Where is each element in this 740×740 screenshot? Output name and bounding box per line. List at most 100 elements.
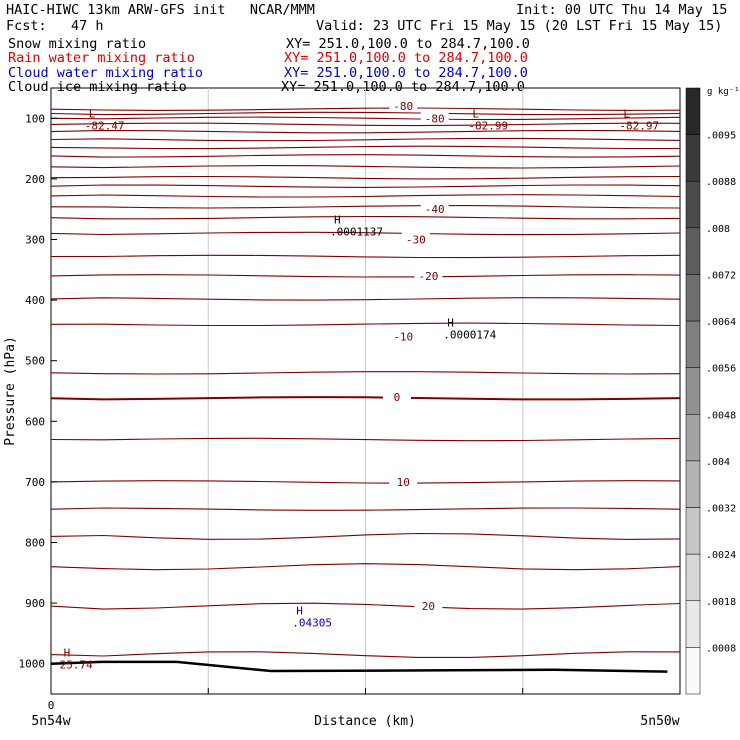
colorbar-label-11: .0008 xyxy=(706,643,736,654)
colorbar-swatch-11 xyxy=(685,600,701,648)
colorbar-label-7: .004 xyxy=(706,457,730,468)
contour-line-17 xyxy=(50,297,681,301)
field-xy-snow: XY= 251.0,100.0 to 284.7,100.0 xyxy=(286,36,530,52)
contour-label-6: 0 xyxy=(394,391,401,404)
extremum-marker-4: H xyxy=(447,316,454,329)
contour-line-7 xyxy=(50,154,681,158)
x-end-label-right: 5n50w xyxy=(640,714,679,729)
colorbar-label-8: .0032 xyxy=(706,504,736,515)
contour-line-13 xyxy=(50,215,681,220)
field-name-cloud-water: Cloud water mixing ratio xyxy=(8,65,204,81)
forecast-hour: Fcst: 47 h xyxy=(6,18,104,34)
colorbar-swatch-8 xyxy=(685,460,701,508)
colorbar-swatch-4 xyxy=(685,274,701,322)
colorbar-label-5: .0056 xyxy=(706,364,736,375)
colorbar-label-10: .0018 xyxy=(706,597,736,608)
extremum-value-4: .0000174 xyxy=(443,328,496,341)
contour-line-15 xyxy=(51,254,681,259)
colorbar-swatch-5 xyxy=(685,320,701,368)
x-end-label-left: 5n54w xyxy=(31,714,70,729)
contour-line-12 xyxy=(50,205,681,209)
colorbar-swatch-6 xyxy=(685,367,701,415)
colorbar-swatch-12 xyxy=(685,647,701,695)
field-name-rain: Rain water mixing ratio xyxy=(8,50,195,66)
extremum-marker-3: H xyxy=(334,213,341,226)
contour-line-16 xyxy=(50,274,681,278)
contour-label-5: -10 xyxy=(393,330,413,343)
contour-line-3 xyxy=(50,122,681,127)
contour-line-14 xyxy=(50,231,681,236)
y-axis-label: Pressure (hPa) xyxy=(3,336,18,446)
colorbar-swatch-10 xyxy=(685,553,701,602)
contour-label-bg-3 xyxy=(401,232,430,245)
field-name-snow: Snow mixing ratio xyxy=(8,36,147,52)
contour-line-26 xyxy=(50,602,681,610)
contour-label-1: -80 xyxy=(425,112,445,125)
contour-label-bg-2 xyxy=(420,202,449,215)
extremum-marker-0: L xyxy=(89,107,96,120)
contour-label-bg-7 xyxy=(389,474,418,487)
contour-line-4 xyxy=(50,129,681,134)
field-name-cloud-ice: Cloud ice mixing ratio xyxy=(8,79,187,95)
extremum-value-2: -82.97 xyxy=(619,119,659,132)
contour-line-9 xyxy=(50,175,681,180)
extremum-value-0: -82.47 xyxy=(85,119,125,132)
extremum-marker-5: H xyxy=(296,604,303,617)
contour-line-22 xyxy=(50,480,681,484)
contour-line-19 xyxy=(50,371,681,375)
y-tick-label-7: 800 xyxy=(25,537,45,550)
terrain-line xyxy=(50,660,668,673)
colorbar-label-0: .0095 xyxy=(706,131,736,142)
contour-line-5 xyxy=(50,137,681,142)
init-time: Init: 00 UTC Thu 14 May 15 xyxy=(516,2,728,18)
field-xy-cloud-water: XY= 251.0,100.0 to 284.7,100.0 xyxy=(284,65,528,81)
extremum-value-3: .0001137 xyxy=(330,225,383,238)
contour-label-7: 10 xyxy=(397,476,410,489)
extremum-value-5: .04305 xyxy=(292,616,332,629)
colorbar-unit: g kg⁻¹ xyxy=(707,87,740,97)
y-tick-label-2: 300 xyxy=(25,234,45,247)
colorbar-label-2: .008 xyxy=(706,224,730,235)
contour-line-6 xyxy=(50,145,680,150)
x-axis-label: Distance (km) xyxy=(314,714,416,729)
colorbar-swatch-1 xyxy=(685,134,701,182)
contour-label-3: -30 xyxy=(406,234,426,247)
contour-line-0 xyxy=(50,107,681,111)
y-tick-label-1: 200 xyxy=(25,173,45,186)
contour-line-25 xyxy=(50,563,681,571)
title-left: HAIC-HIWC 13km ARW-GFS init NCAR/MMM xyxy=(6,2,315,18)
contour-label-bg-0 xyxy=(389,99,418,112)
field-xy-rain: XY= 251.0,100.0 to 284.7,100.0 xyxy=(284,50,528,66)
x-tick-label-0: 0 xyxy=(48,699,55,712)
contour-label-0: -80 xyxy=(393,100,413,113)
field-xy-cloud-ice: XY= 251.0,100.0 to 284.7,100.0 xyxy=(281,79,525,95)
extremum-marker-6: H xyxy=(64,647,71,660)
colorbar-swatch-9 xyxy=(685,507,701,555)
contour-line-24 xyxy=(50,532,681,540)
contour-label-4: -20 xyxy=(418,270,438,283)
contour-label-bg-1 xyxy=(420,111,449,124)
colorbar-label-1: .0088 xyxy=(706,177,736,188)
extremum-value-6: 25.74 xyxy=(60,659,93,672)
contour-label-8: 20 xyxy=(422,600,435,613)
contour-label-bg-6 xyxy=(382,390,411,403)
extremum-marker-2: L xyxy=(623,107,630,120)
colorbar-swatch-3 xyxy=(685,227,701,275)
y-tick-label-8: 900 xyxy=(25,597,45,610)
colorbar-label-6: .0048 xyxy=(706,410,736,421)
y-tick-label-9: 1000 xyxy=(19,658,46,671)
contour-line-11 xyxy=(50,194,681,198)
colorbar-label-4: .0064 xyxy=(706,317,736,328)
contour-line-2 xyxy=(50,116,681,121)
y-tick-label-5: 600 xyxy=(25,415,45,428)
valid-time: Valid: 23 UTC Fri 15 May 15 (20 LST Fri … xyxy=(316,18,723,34)
contour-line-21 xyxy=(50,437,681,442)
contour-label-bg-5 xyxy=(389,329,418,342)
contour-line-1 xyxy=(50,111,681,116)
contour-line-18 xyxy=(50,322,681,327)
colorbar-swatch-0 xyxy=(685,87,701,135)
contour-line-10 xyxy=(50,184,681,188)
y-tick-label-4: 500 xyxy=(25,355,45,368)
contour-line-23 xyxy=(50,507,681,511)
contour-label-bg-4 xyxy=(414,268,443,281)
